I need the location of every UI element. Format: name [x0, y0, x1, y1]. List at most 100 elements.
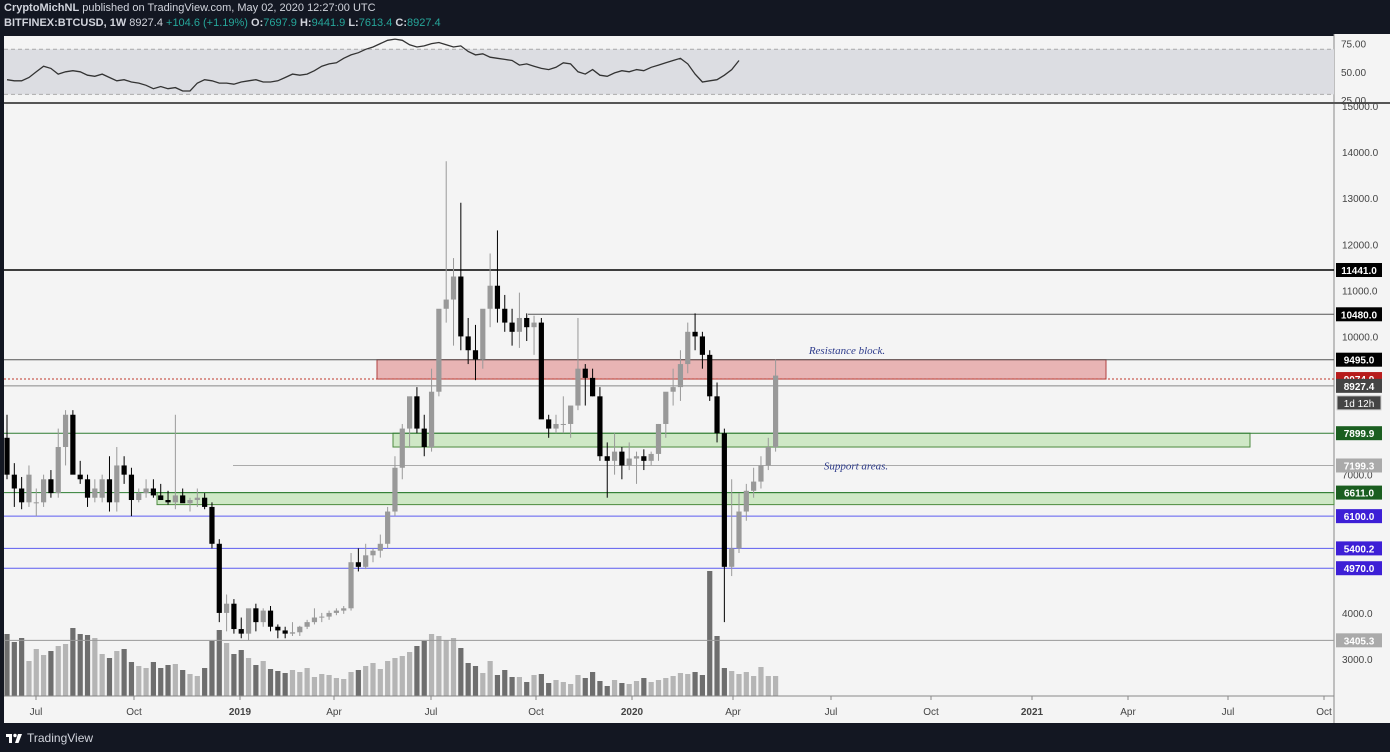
candle-body — [216, 543, 222, 613]
volume-bar — [326, 675, 332, 696]
candle-body — [245, 608, 252, 634]
price-chart[interactable]: 75.00 50.00 25.00 3000.0 4000.0 7000.0 10000.0… — [0, 34, 1390, 723]
volume-bar — [443, 640, 449, 696]
volume-bar — [341, 679, 347, 696]
candle-body — [385, 511, 391, 544]
candle-body — [575, 368, 581, 406]
volume-bar — [114, 651, 120, 696]
volume-bar — [458, 648, 464, 696]
volume-bar — [765, 676, 771, 696]
candle-body — [297, 626, 303, 633]
candle-body — [465, 336, 471, 351]
time-axis-label: 2021 — [1021, 707, 1044, 718]
candle-body — [560, 423, 566, 425]
candle-body — [626, 458, 632, 466]
publish-info: published on TradingView.com, May 02, 20… — [82, 2, 376, 14]
volume-bar — [428, 634, 435, 696]
candle-body — [604, 456, 610, 461]
candle-body — [4, 437, 10, 475]
volume-bar — [245, 658, 252, 696]
volume-bar — [494, 675, 501, 696]
candle-body — [238, 629, 244, 634]
candle-body — [231, 603, 237, 630]
candle-body — [714, 396, 720, 434]
volume-bar — [92, 638, 98, 696]
candle-body — [531, 322, 537, 328]
volume-bar — [590, 672, 596, 696]
price-axis-label: 3000.0 — [1342, 655, 1373, 666]
volume-bar — [26, 661, 32, 696]
price-level-label: 10480.0 — [1341, 310, 1378, 321]
volume-bar — [180, 670, 186, 696]
price-level-label: 6611.0 — [1344, 489, 1374, 500]
candle-body — [721, 433, 727, 567]
time-axis-label: Apr — [1120, 707, 1136, 718]
volume-bar — [487, 661, 493, 696]
volume-bar — [480, 673, 486, 696]
volume-bar — [224, 643, 230, 696]
candle-body — [355, 562, 361, 567]
volume-bar — [729, 671, 735, 696]
brand-name[interactable]: TradingView — [27, 731, 94, 745]
volume-bar — [319, 674, 325, 696]
volume-bar — [641, 678, 647, 696]
symbol-label: BITFINEX:BTCUSD, 1W — [4, 17, 127, 29]
volume-bar — [611, 680, 618, 696]
candle-body — [187, 500, 193, 504]
author-name[interactable]: CryptoMichNL — [4, 2, 80, 14]
price-axis-label: 15000.0 — [1342, 102, 1379, 113]
volume-bar — [231, 654, 237, 696]
volume-bar — [77, 634, 83, 696]
candle-body — [436, 308, 442, 392]
candle-body — [611, 451, 618, 461]
volume-bar — [531, 675, 537, 696]
candle-body — [267, 610, 274, 627]
candle-body — [348, 562, 354, 609]
price-axis-label: 10000.0 — [1342, 332, 1379, 343]
time-axis-label: Oct — [528, 707, 544, 718]
volume-bar — [692, 672, 698, 696]
candle-body — [641, 456, 647, 461]
volume-bar — [150, 662, 156, 696]
time-axis-label: Oct — [923, 707, 939, 718]
volume-bar — [311, 677, 318, 696]
candle-body — [524, 317, 530, 328]
candle-body — [421, 428, 427, 448]
price-level-tag — [1336, 378, 1382, 393]
volume-bar — [736, 674, 742, 696]
volume-bar — [575, 675, 581, 696]
candle-body — [407, 396, 413, 429]
zone-resistance — [376, 359, 1107, 380]
candle-body — [224, 603, 230, 613]
volume-bar — [677, 673, 684, 696]
volume-bar — [385, 661, 391, 696]
candle-body — [590, 377, 596, 397]
price-level-tag — [1336, 541, 1382, 556]
candle-body — [414, 396, 420, 429]
tradingview-logo-icon[interactable] — [6, 730, 22, 744]
candle-body — [41, 479, 47, 503]
volume-bar — [172, 664, 178, 696]
volume-bar — [158, 668, 164, 696]
volume-bar — [355, 670, 361, 696]
volume-bar — [538, 674, 544, 696]
volume-bar — [758, 667, 764, 696]
volume-bar — [370, 663, 376, 696]
volume-bar — [407, 652, 413, 696]
candle-body — [84, 479, 91, 498]
candle-body — [553, 423, 559, 429]
candle-body — [158, 495, 164, 501]
candle-body — [487, 285, 493, 309]
volume-bar — [502, 670, 508, 696]
candle-body — [180, 495, 186, 504]
volume-bar — [19, 638, 25, 696]
rsi-axis-label: 25.00 — [1341, 96, 1366, 107]
candle-body — [568, 405, 574, 424]
candle-body — [333, 610, 339, 613]
candle-body — [399, 428, 405, 468]
volume-bar — [363, 666, 369, 696]
volume-bar — [136, 666, 142, 696]
main-pane — [4, 104, 1334, 696]
volume-bar — [11, 642, 17, 696]
low-value: 7613.4 — [358, 17, 393, 29]
